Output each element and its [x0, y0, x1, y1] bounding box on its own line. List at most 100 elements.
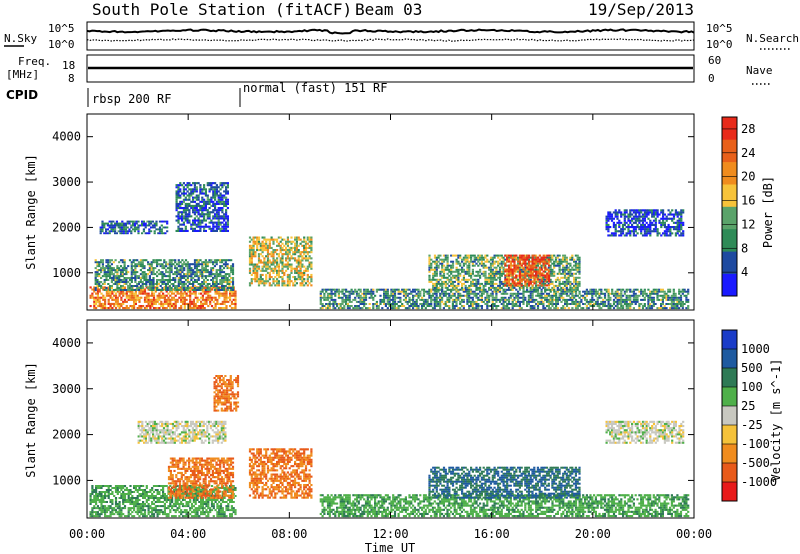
echo-cell: [181, 192, 184, 195]
echo-cell: [94, 289, 97, 291]
echo-cell: [511, 305, 514, 307]
echo-cell: [294, 251, 297, 254]
echo-cell: [596, 290, 599, 293]
echo-cell: [498, 266, 502, 269]
echo-cell: [540, 288, 543, 291]
echo-cell: [498, 284, 502, 287]
echo-cell: [110, 228, 113, 231]
echo-cell: [201, 288, 204, 291]
echo-cell: [386, 288, 389, 291]
echo-cell: [263, 244, 266, 247]
echo-cell: [228, 275, 231, 278]
echo-cell: [248, 246, 252, 249]
echo-cell: [214, 296, 217, 299]
echo-cell: [346, 296, 349, 299]
echo-cell: [515, 256, 518, 259]
echo-cell: [304, 267, 308, 270]
echo-cell: [297, 259, 300, 262]
echo-cell: [186, 263, 189, 266]
echo-cell: [201, 225, 204, 228]
echo-cell: [297, 251, 300, 254]
echo-cell: [252, 271, 255, 274]
echo-cell: [182, 198, 185, 201]
echo-cell: [209, 298, 212, 301]
n-search-label: N.Search: [746, 32, 799, 45]
echo-cell: [563, 284, 567, 287]
echo-cell: [629, 298, 632, 301]
echo-cell: [217, 219, 220, 222]
echo-cell: [383, 290, 386, 293]
echo-cell: [441, 274, 444, 277]
echo-cell: [468, 270, 471, 273]
echo-cell: [167, 298, 170, 301]
echo-cell: [179, 184, 182, 187]
echo-cell: [527, 266, 530, 269]
echo-cell: [230, 300, 233, 303]
echo-cell: [563, 276, 567, 279]
echo-cell: [186, 194, 189, 197]
power-echo-cells: [89, 182, 690, 310]
echo-cell: [219, 229, 222, 232]
echo-cell: [161, 273, 164, 276]
echo-cell: [136, 277, 139, 279]
echo-cell: [114, 222, 117, 225]
echo-cell: [116, 300, 119, 303]
echo-cell: [518, 254, 522, 257]
echo-cell: [433, 282, 437, 285]
echo-cell: [446, 288, 449, 291]
echo-cell: [172, 259, 175, 262]
echo-cell: [177, 196, 180, 199]
echo-cell: [279, 236, 282, 239]
echo-cell: [168, 279, 171, 281]
echo-cell: [179, 277, 182, 279]
echo-cell: [203, 267, 206, 270]
echo-cell: [428, 292, 431, 295]
echo-cell: [473, 303, 476, 305]
echo-cell: [497, 256, 500, 259]
echo-cell: [197, 202, 200, 205]
echo-cell: [189, 298, 192, 301]
echo-cell: [93, 290, 96, 293]
echo-cell: [104, 302, 107, 305]
echo-cell: [132, 220, 135, 223]
echo-cell: [234, 302, 237, 305]
echo-cell: [212, 221, 215, 224]
echo-cell: [203, 219, 206, 222]
echo-cell: [281, 257, 284, 260]
echo-cell: [667, 296, 670, 299]
echo-cell: [182, 194, 185, 197]
echo-cell: [215, 285, 218, 287]
echo-cell: [119, 287, 123, 289]
echo-cell: [212, 209, 215, 212]
echo-cell: [210, 298, 214, 301]
echo-cell: [310, 284, 313, 287]
echo-cell: [225, 292, 228, 295]
echo-cell: [589, 290, 592, 293]
echo-cell: [571, 296, 574, 299]
echo-cell: [192, 221, 195, 224]
echo-cell: [593, 292, 596, 295]
echo-cell: [230, 292, 233, 295]
echo-cell: [250, 263, 253, 266]
echo-cell: [321, 296, 324, 299]
echo-cell: [145, 273, 148, 276]
echo-cell: [219, 273, 222, 276]
echo-cell: [603, 303, 607, 305]
echo-cell: [179, 283, 182, 285]
echo-cell: [672, 307, 675, 310]
echo-cell: [114, 292, 118, 295]
echo-cell: [165, 263, 168, 266]
echo-cell: [259, 253, 262, 256]
echo-cell: [109, 277, 112, 279]
echo-cell: [215, 194, 218, 197]
echo-cell: [163, 281, 166, 283]
echo-cell: [292, 240, 295, 243]
echo-cell: [491, 296, 494, 299]
echo-cell: [506, 284, 509, 287]
echo-cell: [110, 267, 113, 270]
echo-cell: [415, 288, 418, 291]
echo-cell: [441, 288, 444, 291]
echo-cell: [195, 273, 198, 276]
echo-cell: [439, 292, 442, 295]
echo-cell: [477, 298, 480, 301]
